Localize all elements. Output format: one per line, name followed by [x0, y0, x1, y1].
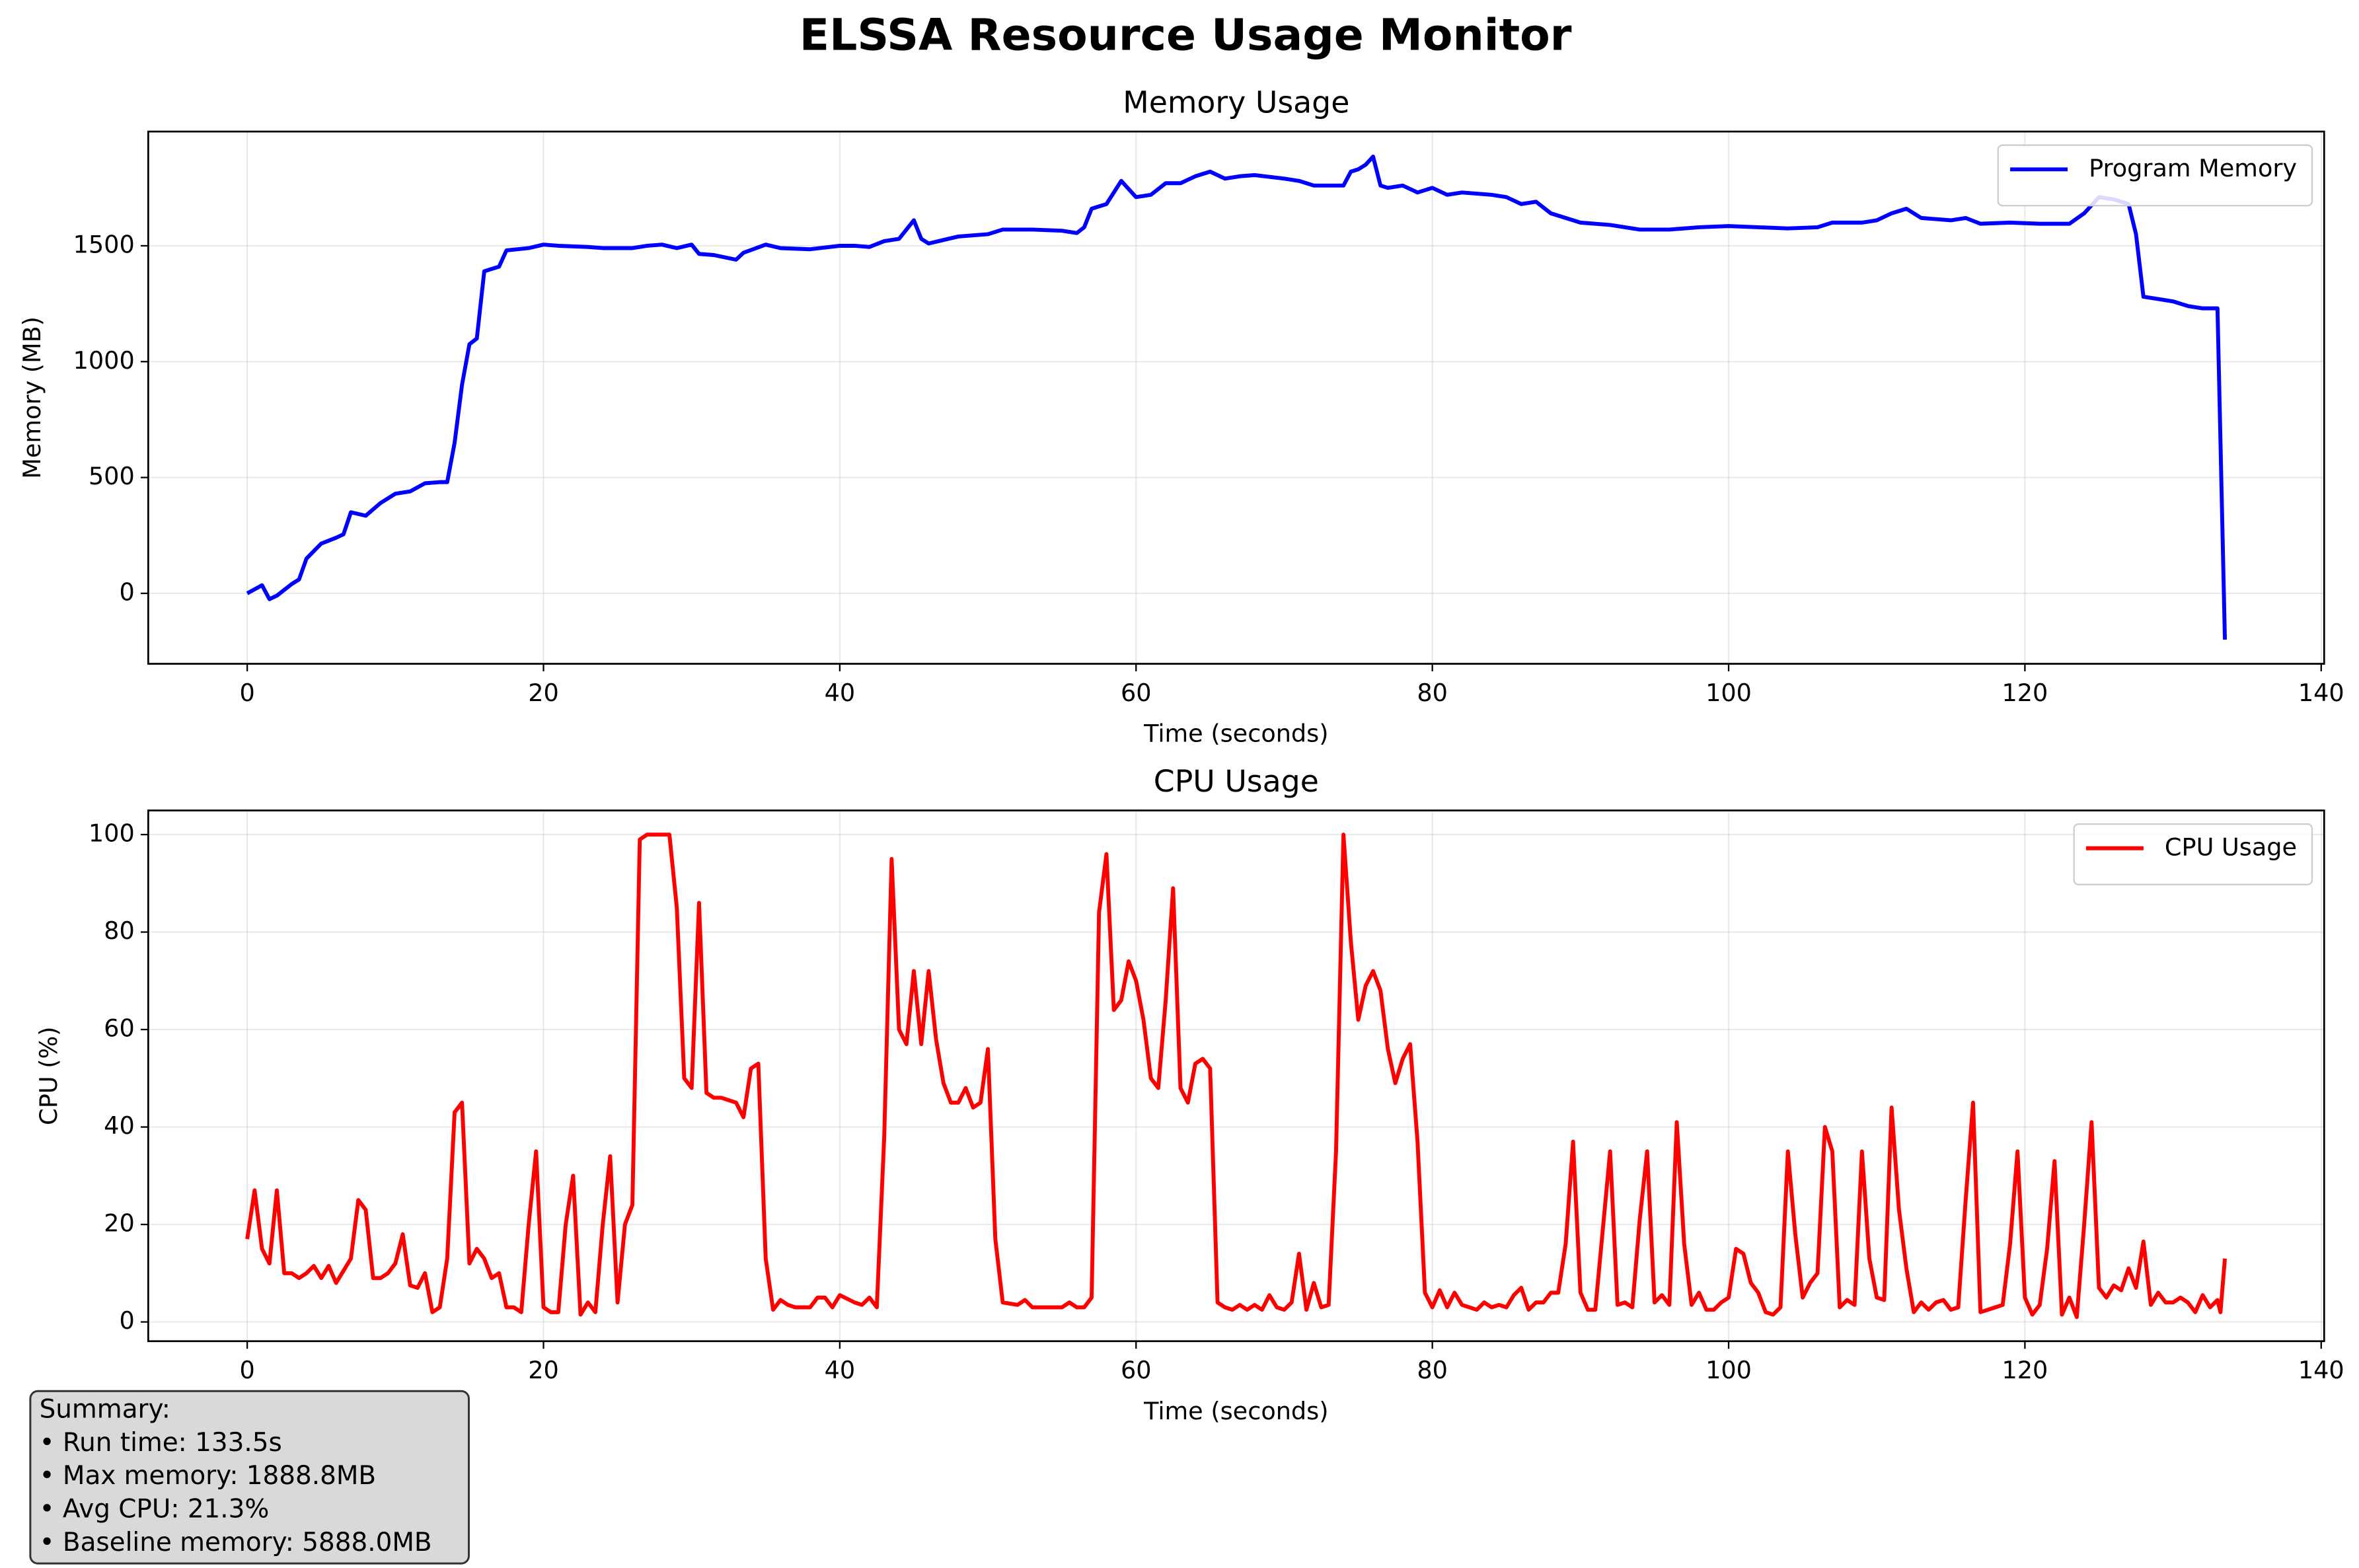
figure-title: ELSSA Resource Usage Monitor	[800, 9, 1572, 60]
x-tick-label: 80	[1417, 1356, 1448, 1384]
x-tick-label: 60	[1121, 1356, 1152, 1384]
y-tick-label: 0	[119, 578, 134, 606]
x-tick-label: 20	[528, 1356, 559, 1384]
y-tick-label: 80	[104, 916, 135, 945]
data-line	[246, 154, 2228, 640]
x-tick-label: 100	[1705, 1356, 1752, 1384]
chart-title: Memory Usage	[1123, 85, 1349, 120]
x-tick-label: 120	[2002, 1356, 2048, 1384]
x-tick-label: 60	[1121, 679, 1152, 707]
chart-title: CPU Usage	[1154, 764, 1319, 799]
legend: Program Memory	[1997, 144, 2313, 207]
x-tick-label: 140	[2298, 1356, 2344, 1384]
summary-line: Summary:	[40, 1395, 170, 1425]
y-tick-label: 100	[89, 819, 135, 848]
y-tick-label: 20	[104, 1209, 135, 1238]
y-tick-label: 1500	[73, 230, 135, 258]
legend-box	[2073, 823, 2313, 885]
data-line	[245, 833, 2228, 1320]
summary-box	[29, 1390, 470, 1565]
y-tick-label: 0	[119, 1306, 134, 1335]
legend: CPU Usage	[2073, 823, 2313, 885]
y-tick-label: 1000	[73, 346, 135, 375]
y-tick-label: 500	[89, 462, 135, 490]
x-tick-label: 0	[239, 679, 254, 707]
x-tick-label: 40	[825, 679, 856, 707]
summary-line: • Baseline memory: 5888.0MB	[40, 1528, 432, 1557]
x-tick-label: 120	[2002, 679, 2048, 707]
x-tick-label: 40	[825, 1356, 856, 1384]
legend-box	[1997, 144, 2313, 207]
x-tick-label: 140	[2298, 679, 2344, 707]
x-axis-label: Time (seconds)	[1143, 1397, 1328, 1425]
axes-frame	[147, 130, 2325, 665]
x-tick-label: 20	[528, 679, 559, 707]
x-tick-label: 0	[239, 1356, 254, 1384]
legend-label: Program Memory	[2089, 154, 2297, 182]
summary-line: • Avg CPU: 21.3%	[40, 1495, 270, 1524]
x-tick-label: 100	[1705, 679, 1752, 707]
legend-label: CPU Usage	[2165, 833, 2297, 861]
y-tick-label: 60	[104, 1014, 135, 1043]
summary-line: • Run time: 133.5s	[40, 1428, 282, 1458]
y-axis-label: CPU (%)	[34, 1026, 63, 1125]
summary-line: • Max memory: 1888.8MB	[40, 1461, 377, 1491]
axes-frame	[147, 809, 2325, 1343]
y-tick-label: 40	[104, 1111, 135, 1140]
x-tick-label: 80	[1417, 679, 1448, 707]
y-axis-label: Memory (MB)	[18, 317, 46, 479]
x-axis-label: Time (seconds)	[1143, 720, 1328, 748]
